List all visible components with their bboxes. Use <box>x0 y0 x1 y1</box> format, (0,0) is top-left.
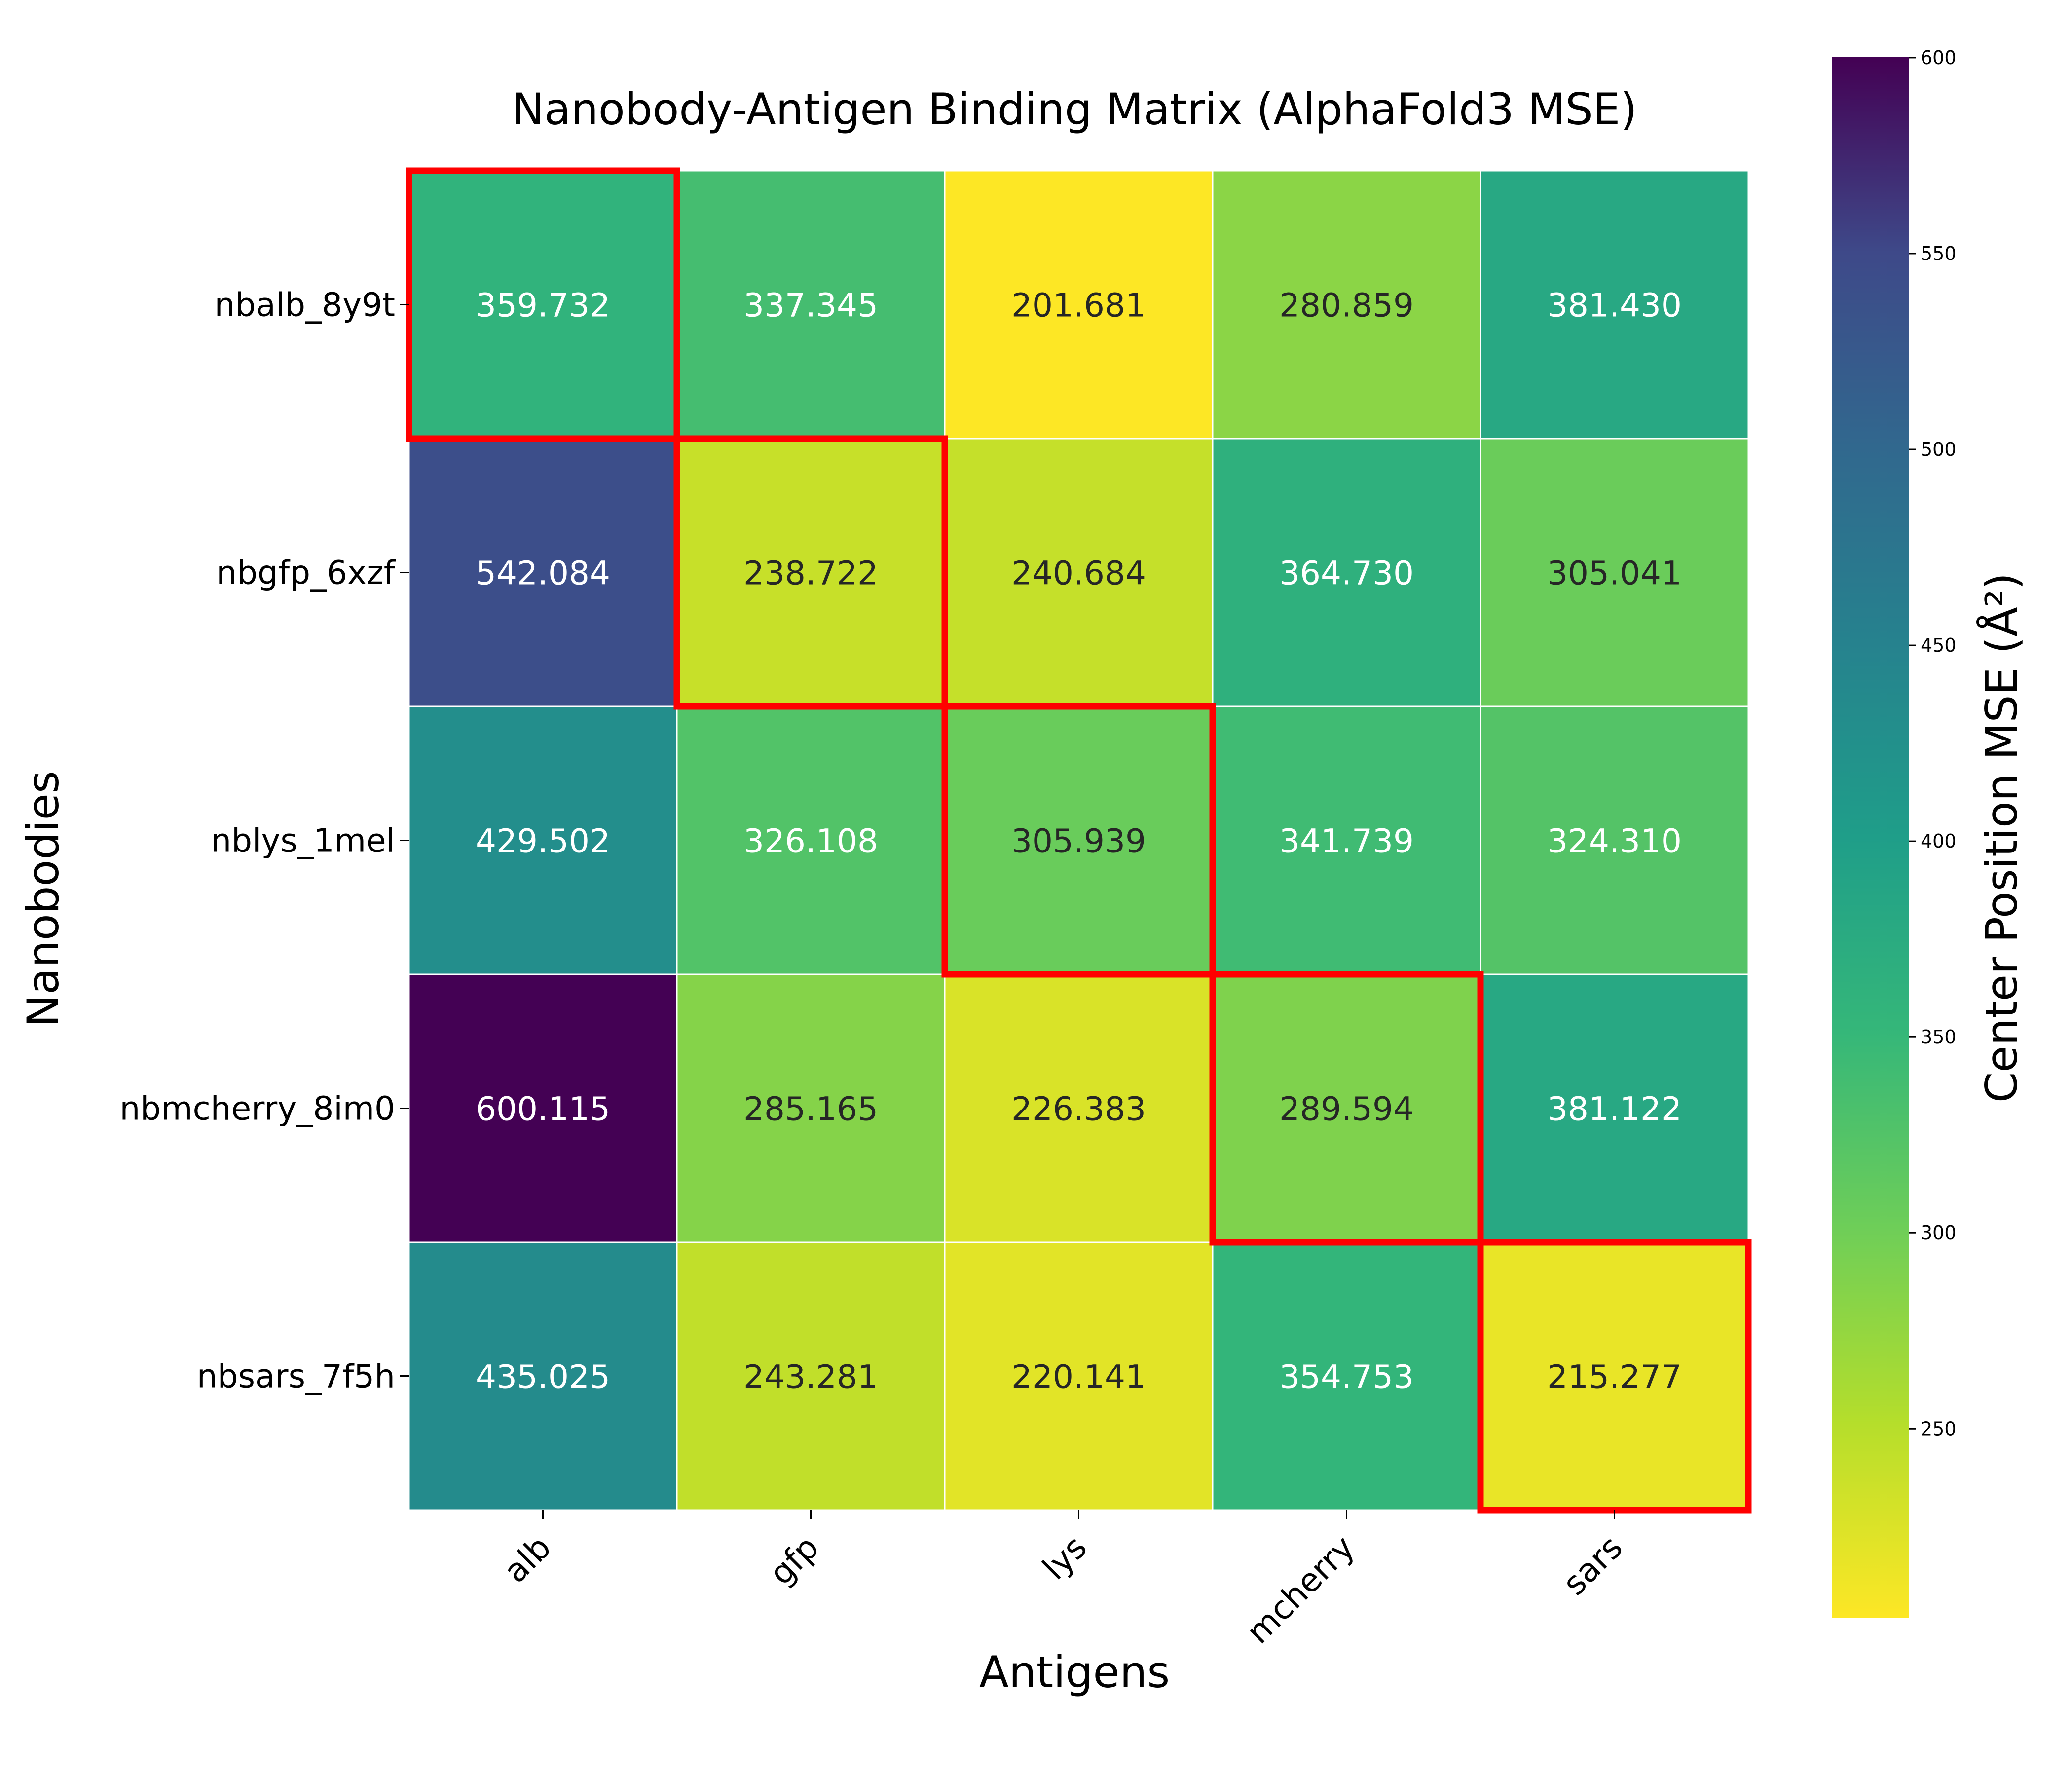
heatmap-cell <box>1480 973 1749 1243</box>
cell-value-label: 381.122 <box>1547 1090 1682 1128</box>
colorbar-tick-label: 400 <box>1921 830 1957 852</box>
x-axis-ticks: alb gfp lys mcherry sars <box>496 1510 1630 1651</box>
y-tick-label: nbsars_7f5h <box>197 1358 395 1396</box>
heatmap-cell <box>1480 170 1749 440</box>
colorbar-tick-label: 350 <box>1921 1026 1957 1048</box>
heatmap-cells <box>408 170 1749 1511</box>
cell-value-label: 381.430 <box>1547 287 1682 325</box>
colorbar <box>1832 57 1909 1618</box>
highlight-box <box>941 703 1216 978</box>
heatmap-cell <box>1212 170 1481 440</box>
heatmap-cell <box>1212 973 1481 1243</box>
cell-value-label: 326.108 <box>743 822 878 860</box>
x-tick-label: gfp <box>762 1528 826 1592</box>
heatmap-cell <box>676 1241 946 1511</box>
heatmap-cell <box>944 973 1214 1243</box>
cell-value-label: 280.859 <box>1279 287 1414 325</box>
heatmap-cell <box>408 1241 678 1511</box>
x-tick-label: mcherry <box>1239 1528 1362 1651</box>
heatmap-cell <box>1212 705 1481 975</box>
colorbar-tick-label: 550 <box>1921 243 1957 264</box>
cell-value-label: 542.084 <box>476 555 610 592</box>
colorbar-tick-label: 450 <box>1921 634 1957 656</box>
colorbar-title: Center Position MSE (Å²) <box>1976 573 2027 1103</box>
cell-value-label: 600.115 <box>476 1090 610 1128</box>
highlight-box <box>673 435 948 710</box>
cell-value-label: 201.681 <box>1011 287 1146 325</box>
heatmap-cell <box>944 1241 1214 1511</box>
highlight-box <box>1209 971 1484 1246</box>
colorbar-tick-label: 600 <box>1921 47 1957 69</box>
x-tick-label: lys <box>1035 1528 1094 1587</box>
colorbar-ticks: 250 300 350 400 450 500 550 600 <box>1909 47 1957 1440</box>
cell-value-label: 220.141 <box>1011 1358 1146 1396</box>
heatmap-cell <box>408 170 678 440</box>
y-tick-label: nblys_1mel <box>211 822 395 860</box>
cell-value-label: 364.730 <box>1279 555 1414 592</box>
cell-value-label: 435.025 <box>476 1358 610 1396</box>
x-tick-label: sars <box>1555 1528 1630 1603</box>
y-axis-title: Nanobodies <box>18 771 69 1027</box>
heatmap-cell <box>408 438 678 707</box>
cell-value-label: 243.281 <box>743 1358 878 1396</box>
cell-value-label: 305.041 <box>1547 555 1682 592</box>
cell-value-label: 341.739 <box>1279 822 1414 860</box>
heatmap-cell <box>1480 705 1749 975</box>
heatmap-cell <box>676 705 946 975</box>
heatmap-cell <box>676 438 946 707</box>
cell-value-label: 289.594 <box>1279 1090 1414 1128</box>
colorbar-tick-label: 300 <box>1921 1222 1957 1244</box>
heatmap-cell <box>944 705 1214 975</box>
cell-value-label: 359.732 <box>476 287 610 325</box>
cell-value-label: 337.345 <box>743 287 878 325</box>
cell-value-label: 226.383 <box>1011 1090 1146 1128</box>
y-axis-ticks: nbalb_8y9t nbgfp_6xzf nblys_1mel nbmcherry_… <box>119 286 409 1396</box>
heatmap-cell <box>1480 438 1749 707</box>
y-tick-label: nbmcherry_8im0 <box>119 1090 395 1128</box>
x-tick-label: alb <box>496 1528 558 1591</box>
cell-value-label: 285.165 <box>743 1090 878 1128</box>
y-tick-label: nbgfp_6xzf <box>216 554 396 592</box>
heatmap-cell-labels: 359.732 337.345 201.681 280.859 381.430 542.0… <box>476 287 1682 1396</box>
x-axis-title: Antigens <box>979 1647 1170 1698</box>
heatmap-cell <box>676 973 946 1243</box>
cell-value-label: 354.753 <box>1279 1358 1414 1396</box>
heatmap-cell <box>1480 1241 1749 1511</box>
chart-title: Nanobody-Antigen Binding Matrix (AlphaFo… <box>512 84 1637 135</box>
cell-value-label: 240.684 <box>1011 555 1146 592</box>
heatmap-cell <box>676 170 946 440</box>
y-tick-label: nbalb_8y9t <box>215 286 395 324</box>
colorbar-tick-label: 250 <box>1921 1418 1957 1440</box>
cell-value-label: 305.939 <box>1011 822 1146 860</box>
cell-value-label: 215.277 <box>1547 1358 1682 1396</box>
colorbar-tick-label: 500 <box>1921 439 1957 460</box>
heatmap-cell <box>944 170 1214 440</box>
cell-value-label: 429.502 <box>476 822 610 860</box>
cell-value-label: 324.310 <box>1547 822 1682 860</box>
cell-value-label: 238.722 <box>743 555 878 592</box>
heatmap-cell <box>944 438 1214 707</box>
